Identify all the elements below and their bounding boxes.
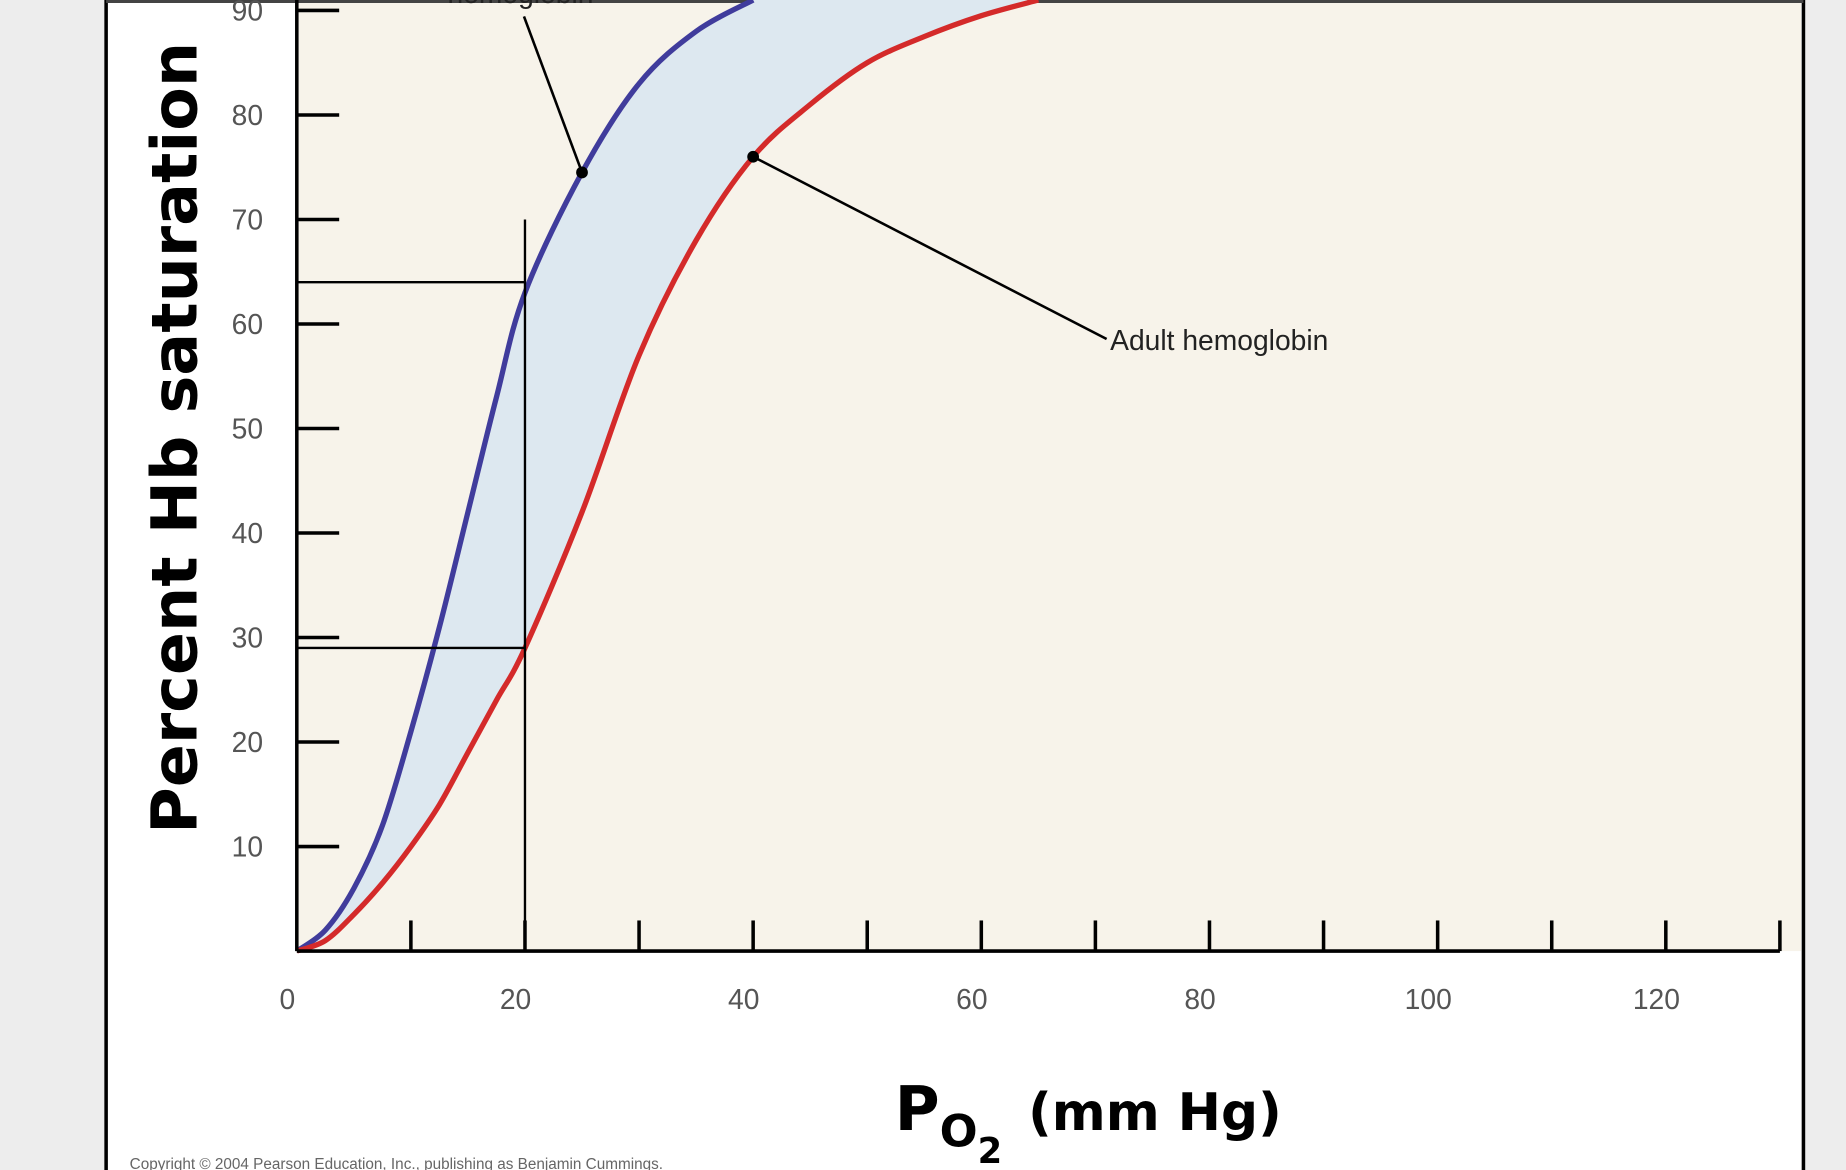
x-label-unit: (mm Hg) <box>1028 1083 1282 1143</box>
annotation-dot <box>576 166 588 179</box>
y-tick-label: 70 <box>232 203 263 235</box>
x-tick-label: 40 <box>728 983 759 1015</box>
annotation-label: hemoglobin <box>447 0 593 9</box>
x-tick-label: 0 <box>280 983 296 1015</box>
y-tick-label: 20 <box>232 726 263 758</box>
plot <box>296 0 1040 954</box>
x-tick-label: 120 <box>1633 983 1680 1015</box>
x-tick-label: 20 <box>500 983 531 1015</box>
y-tick-label: 40 <box>232 517 263 549</box>
y-axis-label: Percent Hb saturation <box>138 42 212 834</box>
curve <box>296 0 755 954</box>
copyright: Copyright © 2004 Pearson Education, Inc.… <box>130 1156 663 1170</box>
x-label-subsub: 2 <box>978 1131 1003 1170</box>
y-tick-label: 60 <box>232 308 263 340</box>
x-tick-label: 100 <box>1405 983 1452 1015</box>
fill-between <box>296 0 1039 952</box>
y-tick-label: 50 <box>232 412 263 444</box>
y-tick-label: 10 <box>232 830 263 862</box>
x-label-sub: O <box>940 1104 978 1157</box>
x-label-main: P <box>895 1074 940 1145</box>
x-axis-label: PO2 (mm Hg) <box>895 1074 1282 1170</box>
y-tick-label: 90 <box>232 0 263 26</box>
x-tick-label: 80 <box>1184 983 1215 1015</box>
annotation-dot <box>747 150 760 163</box>
x-tick-label: 60 <box>956 983 987 1015</box>
overlay <box>296 219 527 952</box>
annotation-leader <box>752 155 1108 341</box>
curve <box>296 0 1040 954</box>
annotation-label: Adult hemoglobin <box>1110 324 1328 356</box>
annotation-leader <box>522 16 584 173</box>
y-tick-label: 80 <box>232 99 263 131</box>
y-tick-label: 30 <box>232 621 263 653</box>
